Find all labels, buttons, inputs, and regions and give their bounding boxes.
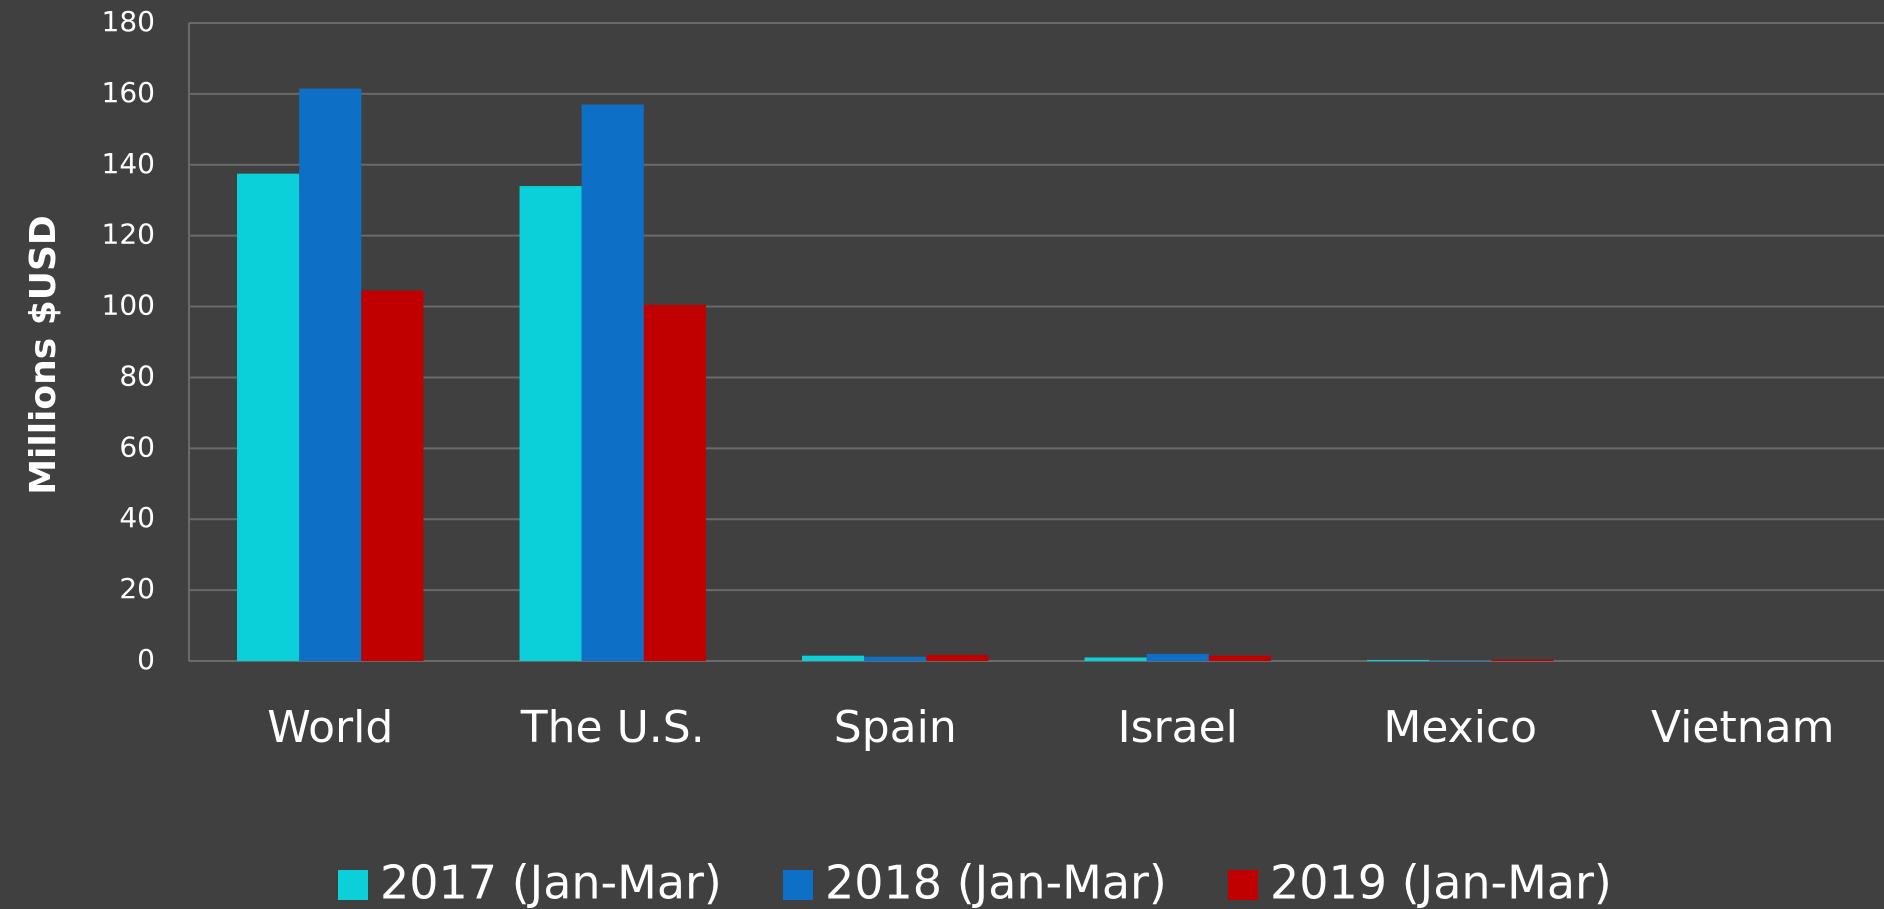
y-tick-label: 60 — [119, 430, 155, 463]
y-tick-label: 120 — [102, 218, 155, 251]
y-tick-label: 80 — [119, 359, 155, 392]
bar — [1208, 655, 1271, 661]
bar — [581, 104, 644, 662]
bar — [1367, 659, 1430, 661]
y-tick-label: 20 — [119, 572, 155, 605]
bar — [1146, 653, 1209, 661]
y-tick-label: 160 — [102, 76, 155, 109]
x-tick-label: The U.S. — [520, 702, 705, 753]
bar — [237, 173, 300, 661]
y-tick-label: 180 — [102, 5, 155, 38]
bar — [643, 304, 706, 661]
legend-swatch — [783, 870, 813, 900]
y-tick-label: 40 — [119, 501, 155, 534]
y-tick-label: 140 — [102, 147, 155, 180]
bar — [1084, 657, 1147, 661]
y-tick-label: 0 — [137, 643, 155, 676]
bar — [299, 88, 362, 662]
bar — [1491, 659, 1554, 661]
bar — [1429, 660, 1492, 661]
legend-swatch — [338, 870, 368, 900]
bar — [926, 654, 989, 661]
x-tick-label: World — [267, 702, 393, 753]
y-tick-label: 100 — [102, 289, 155, 322]
bar — [361, 290, 424, 661]
x-tick-label: Spain — [834, 702, 957, 753]
bar — [864, 656, 927, 661]
legend-label: 2017 (Jan-Mar) — [380, 856, 722, 909]
x-tick-label: Vietnam — [1651, 702, 1834, 753]
legend-label: 2018 (Jan-Mar) — [825, 856, 1167, 909]
x-tick-label: Israel — [1118, 702, 1238, 753]
legend-swatch — [1228, 870, 1258, 900]
bar — [802, 655, 865, 661]
bar — [519, 186, 582, 662]
y-axis-label: Millions $USD — [23, 215, 64, 495]
x-tick-label: Mexico — [1383, 702, 1537, 753]
legend-label: 2019 (Jan-Mar) — [1270, 856, 1612, 909]
